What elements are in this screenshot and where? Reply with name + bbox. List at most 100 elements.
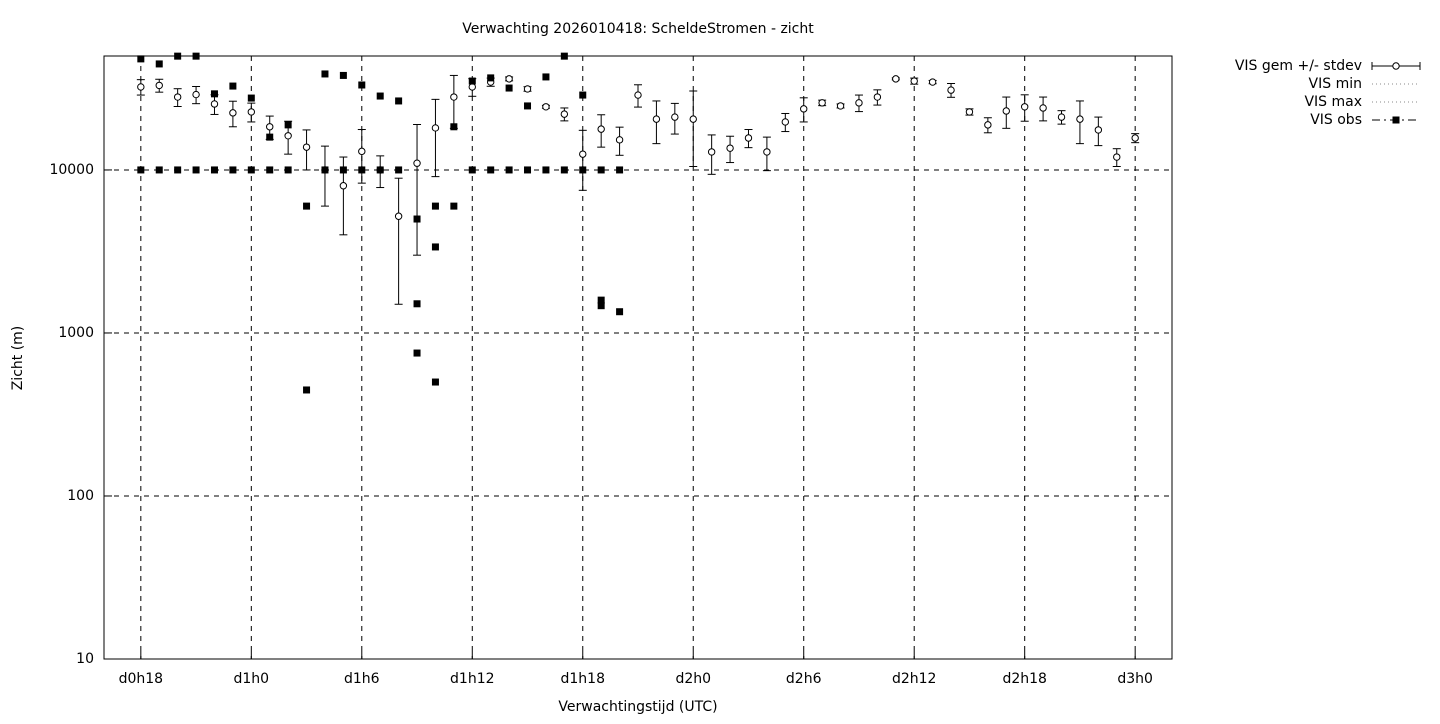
obs-point bbox=[597, 166, 605, 174]
x-tick-label: d2h18 bbox=[1002, 671, 1046, 687]
mean-point bbox=[800, 105, 808, 113]
obs-point bbox=[321, 166, 329, 174]
mean-point bbox=[1113, 153, 1121, 161]
obs-point bbox=[266, 133, 274, 141]
mean-point bbox=[744, 134, 753, 142]
obs-point bbox=[192, 52, 200, 60]
obs-point bbox=[210, 166, 218, 174]
mean-point bbox=[836, 102, 845, 110]
obs-point bbox=[321, 70, 329, 78]
obs-point bbox=[358, 81, 366, 89]
obs-point bbox=[303, 202, 311, 210]
obs-point bbox=[579, 166, 587, 174]
obs-point bbox=[174, 52, 182, 60]
mean-point bbox=[137, 83, 145, 91]
obs-point bbox=[450, 202, 458, 210]
mean-point bbox=[284, 132, 292, 140]
legend-label: VIS gem +/- stdev bbox=[1235, 58, 1362, 74]
legend-sample bbox=[1392, 62, 1400, 70]
mean-point bbox=[1094, 126, 1103, 134]
legend-label: VIS min bbox=[1309, 76, 1362, 92]
mean-point bbox=[947, 86, 955, 94]
obs-point bbox=[413, 300, 421, 308]
mean-point bbox=[173, 93, 182, 101]
x-tick-label: d2h6 bbox=[786, 671, 822, 687]
mean-point bbox=[1020, 103, 1029, 111]
obs-point bbox=[303, 386, 311, 394]
x-tick-label: d3h0 bbox=[1117, 671, 1153, 687]
mean-point bbox=[652, 115, 661, 123]
x-tick-label: d2h12 bbox=[892, 671, 936, 687]
legend-sample bbox=[1392, 116, 1400, 124]
mean-point bbox=[855, 99, 863, 107]
obs-point bbox=[487, 166, 495, 174]
y-tick-label: 100 bbox=[67, 488, 94, 504]
x-axis-label: Verwachtingstijd (UTC) bbox=[558, 699, 717, 715]
mean-point bbox=[671, 113, 679, 121]
mean-point bbox=[192, 90, 200, 99]
obs-point bbox=[376, 92, 384, 100]
mean-point bbox=[1076, 115, 1084, 123]
obs-point bbox=[137, 166, 145, 174]
obs-point bbox=[137, 55, 145, 63]
obs-point bbox=[468, 166, 476, 174]
obs-point bbox=[616, 308, 624, 316]
legend-label: VIS max bbox=[1304, 94, 1362, 110]
mean-point bbox=[210, 100, 219, 108]
mean-point bbox=[155, 81, 163, 90]
mean-point bbox=[689, 115, 697, 123]
x-tick-label: d1h6 bbox=[344, 671, 380, 687]
obs-point bbox=[487, 74, 495, 82]
obs-point bbox=[431, 243, 439, 251]
mean-point bbox=[247, 108, 256, 116]
mean-point bbox=[707, 148, 716, 156]
obs-point bbox=[524, 102, 532, 110]
mean-point bbox=[873, 93, 882, 101]
y-axis-label: Zicht (m) bbox=[10, 326, 26, 391]
obs-point bbox=[395, 166, 403, 174]
obs-point bbox=[376, 166, 384, 174]
mean-point bbox=[431, 124, 440, 132]
obs-point bbox=[339, 166, 347, 174]
mean-point bbox=[781, 118, 790, 126]
obs-point bbox=[560, 166, 568, 174]
obs-point bbox=[413, 349, 421, 357]
obs-point bbox=[229, 82, 237, 90]
x-tick-label: d1h12 bbox=[450, 671, 494, 687]
obs-point bbox=[524, 166, 532, 174]
mean-point bbox=[394, 212, 403, 220]
obs-point bbox=[542, 166, 550, 174]
obs-point bbox=[560, 52, 568, 60]
x-tick-label: d1h0 bbox=[234, 671, 270, 687]
obs-point bbox=[174, 166, 182, 174]
x-tick-label: d2h0 bbox=[675, 671, 711, 687]
obs-point bbox=[413, 215, 421, 223]
mean-point bbox=[726, 144, 734, 152]
obs-point bbox=[284, 166, 292, 174]
mean-point bbox=[523, 85, 532, 93]
obs-point bbox=[431, 202, 439, 210]
mean-point bbox=[928, 78, 937, 86]
mean-point bbox=[450, 93, 458, 101]
obs-point bbox=[210, 90, 218, 98]
obs-point bbox=[579, 91, 587, 99]
mean-point bbox=[542, 103, 550, 111]
obs-point bbox=[505, 166, 513, 174]
obs-point bbox=[155, 166, 163, 174]
x-tick-label: d0h18 bbox=[119, 671, 163, 687]
mean-point bbox=[984, 121, 992, 129]
mean-point bbox=[1131, 134, 1139, 142]
mean-point bbox=[302, 143, 311, 151]
mean-point bbox=[634, 91, 642, 99]
obs-point bbox=[266, 166, 274, 174]
mean-point bbox=[579, 150, 587, 158]
mean-point bbox=[818, 99, 826, 107]
mean-point bbox=[413, 159, 421, 167]
mean-point bbox=[266, 123, 274, 131]
mean-point bbox=[615, 136, 624, 144]
y-tick-label: 1000 bbox=[58, 325, 94, 341]
obs-point bbox=[358, 166, 366, 174]
plot-frame bbox=[103, 55, 1173, 660]
mean-point bbox=[763, 148, 771, 156]
